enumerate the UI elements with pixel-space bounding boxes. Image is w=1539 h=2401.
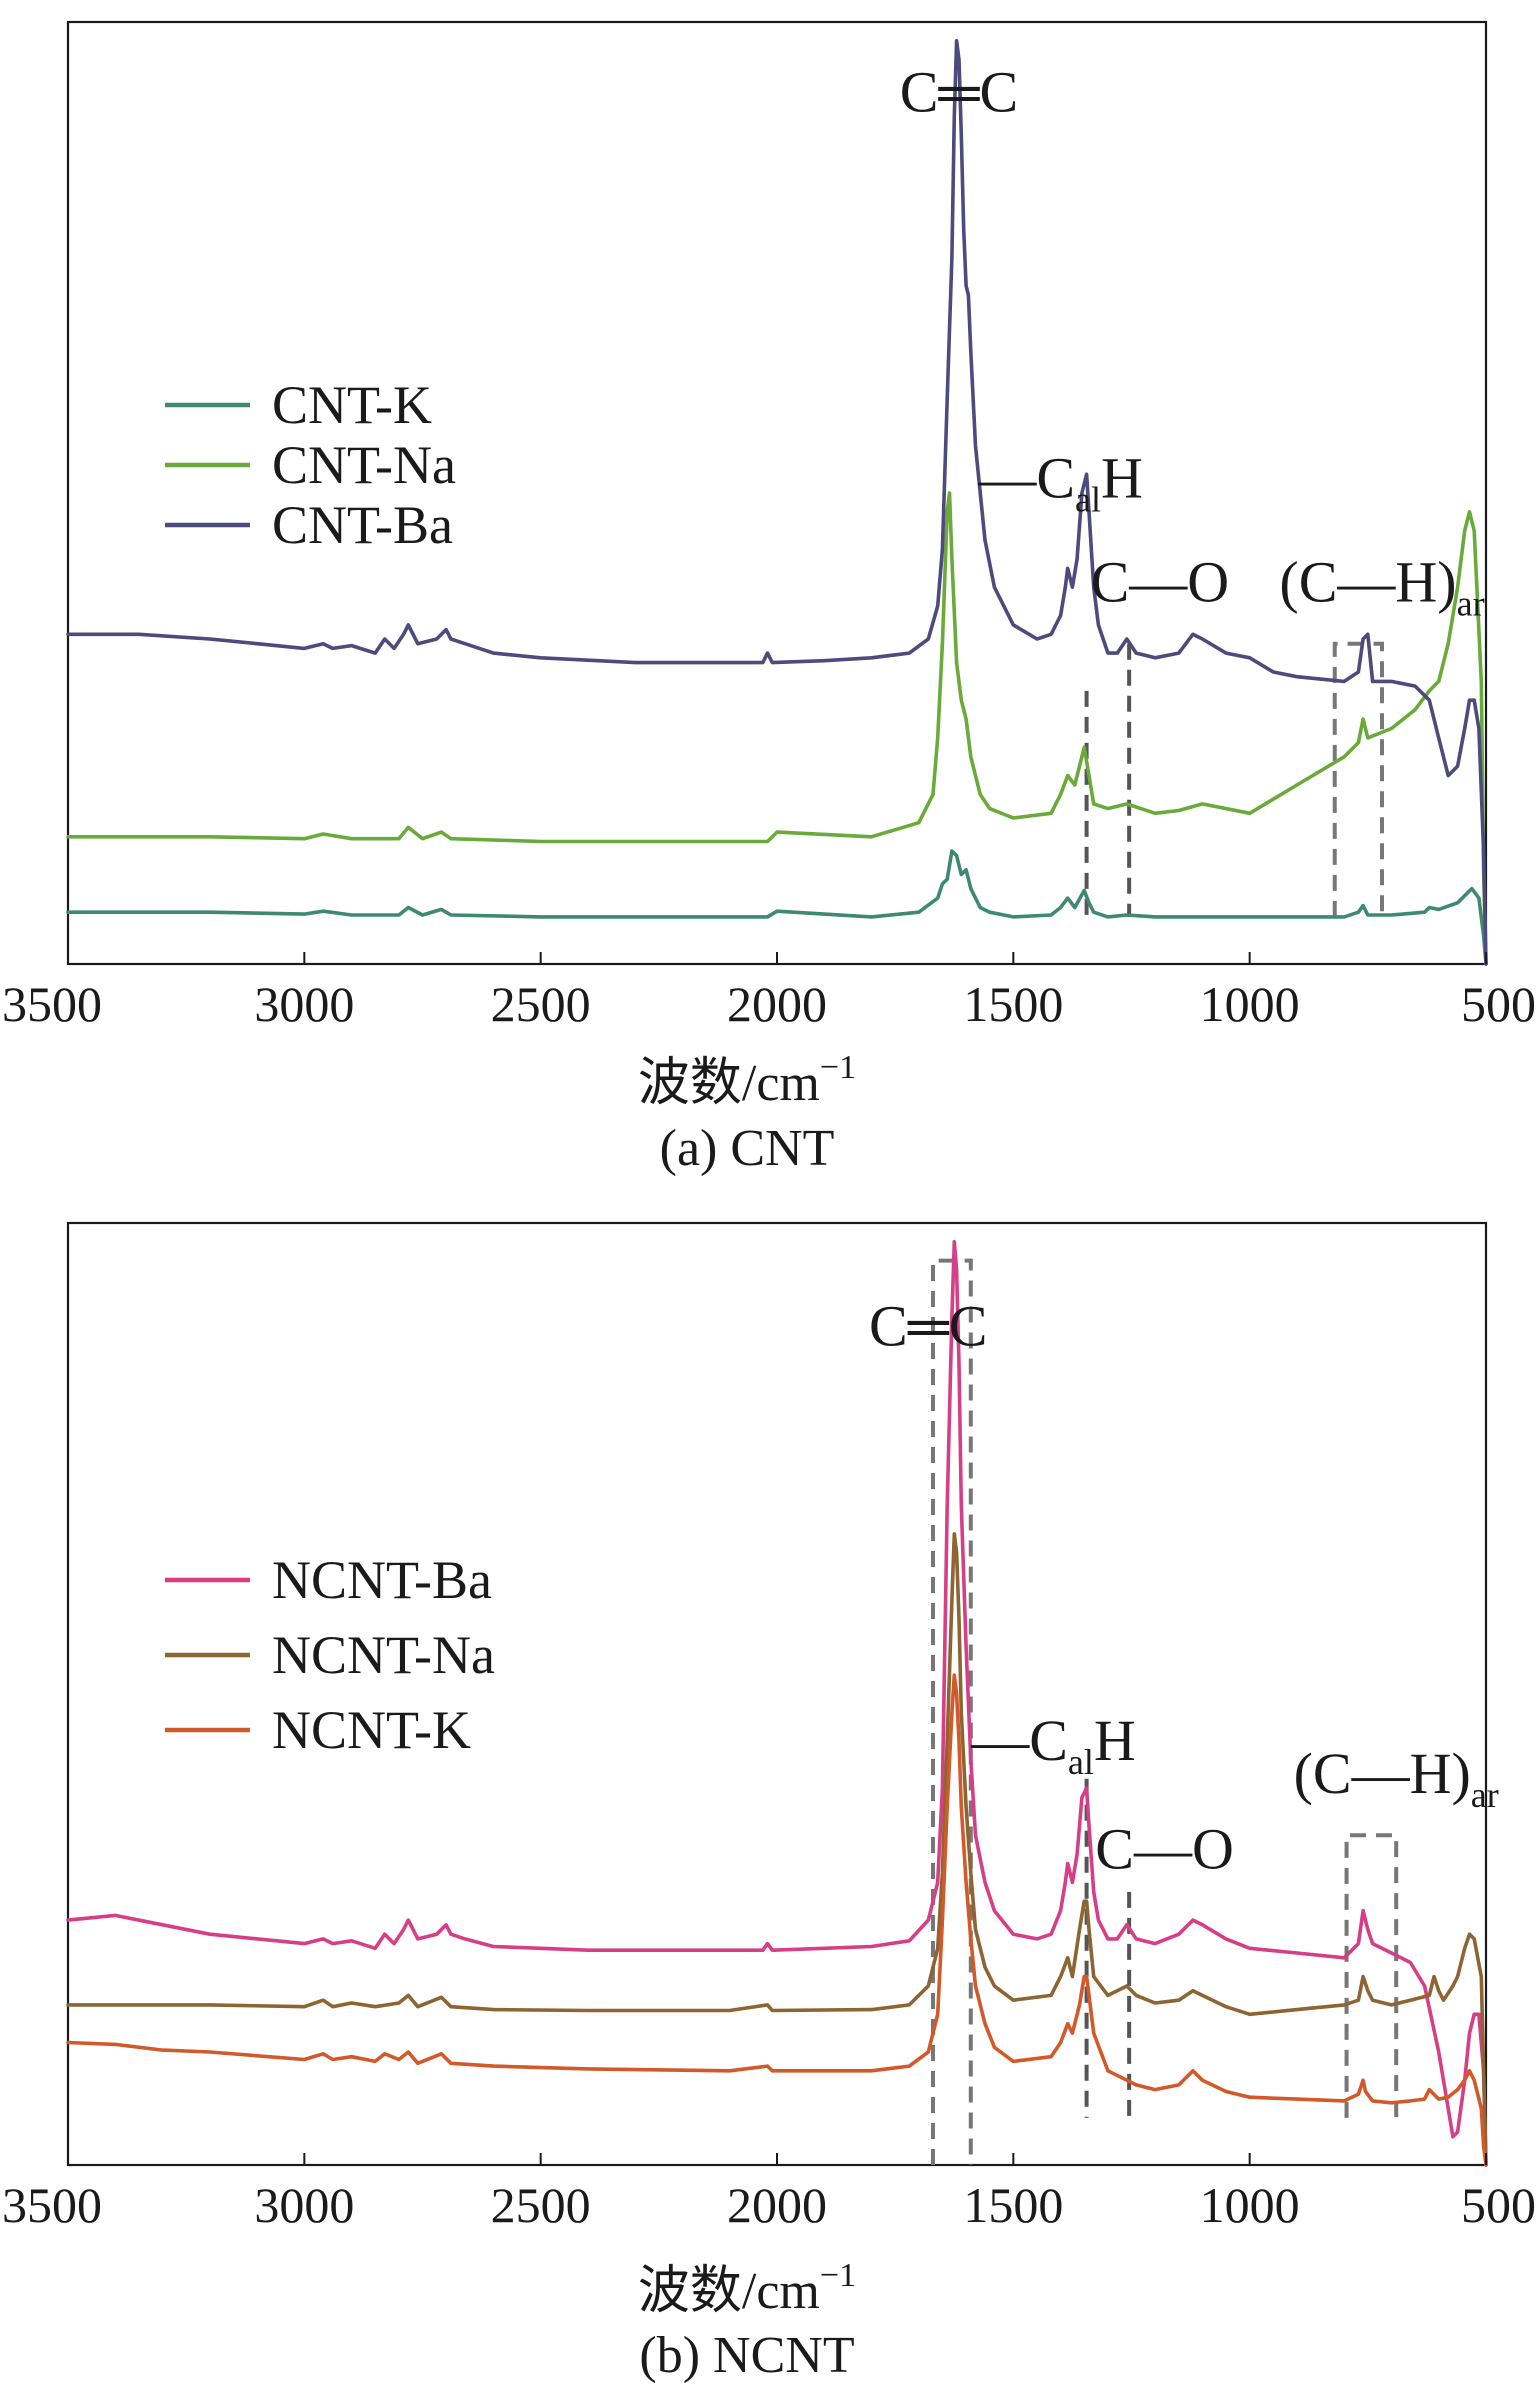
x-tick-label: 2500 (491, 976, 591, 1032)
annotation-tail: H (1101, 446, 1143, 511)
panel-caption: (b) NCNT (639, 2327, 854, 2384)
annotation-tail: H (1094, 1708, 1136, 1773)
x-tick-label: 1500 (963, 976, 1063, 1032)
annotation-text: —C (970, 1708, 1068, 1773)
x-tick-label: 2500 (491, 2177, 591, 2233)
annotation-cc: C═C (869, 1293, 987, 1358)
guide-box-ch (1344, 1833, 1399, 2118)
x-axis-label: 波数/cm−1 (638, 1049, 856, 1112)
legend-label-ncnt-na: NCNT-Na (272, 1625, 495, 1685)
x-tick-label: 500 (1461, 976, 1536, 1032)
x-tick-label: 3000 (254, 976, 354, 1032)
annotation-text: (C—H) (1279, 549, 1456, 614)
annotation-text: (C—H) (1294, 1741, 1471, 1806)
x-tick-label: 500 (1461, 2177, 1536, 2233)
chart-panel-a: 3500 3000 2500 2000 1500 1000 500 波数/cm−1 (a) CN… (2, 20, 1536, 1177)
legend-label-ncnt-ba: NCNT-Ba (272, 1550, 492, 1610)
series-line-cnt-ba (66, 39, 1488, 966)
chart-panel-b: 3500 3000 2500 2000 1500 1000 500 波数/cm−1 (b) NC… (2, 1221, 1536, 2384)
x-tick-label: 3500 (2, 2177, 102, 2233)
annotation-co: C—O (1091, 549, 1230, 614)
x-axis-label-sup: −1 (820, 2257, 856, 2294)
x-axis-label-text: 波数/cm (638, 2263, 820, 2320)
annotation-text: C═C (869, 1293, 987, 1358)
series-line-ncnt-na (66, 1532, 1488, 2167)
annotation-subscript: al (1068, 1742, 1094, 1782)
panel-caption: (a) CNT (660, 1120, 835, 1177)
x-tick-label: 1000 (1200, 2177, 1300, 2233)
annotation-co: C—O (1095, 1816, 1234, 1881)
annotation-calh: —CalH (977, 446, 1143, 520)
x-tick-label: 1000 (1200, 976, 1300, 1032)
x-tick-label: 3500 (2, 976, 102, 1032)
annotation-ch: (C—H)ar (1294, 1741, 1499, 1815)
legend-label-cnt-ba: CNT-Ba (272, 495, 453, 555)
series-line-cnt-na (66, 491, 1488, 966)
x-tick-label: 2000 (727, 2177, 827, 2233)
annotation-text: C—O (1091, 549, 1230, 614)
series-line-cnt-k (66, 849, 1488, 966)
guide-box-ch (1332, 641, 1385, 917)
x-tick-label: 2000 (727, 976, 827, 1032)
x-axis-label-text: 波数/cm (638, 1055, 820, 1112)
series-line-ncnt-k (66, 1673, 1488, 2167)
series-line-ncnt-ba (66, 1240, 1488, 2167)
legend-label-ncnt-k: NCNT-K (272, 1700, 471, 1760)
annotation-text: C═C (900, 59, 1018, 124)
legend-label-cnt-k: CNT-K (272, 375, 432, 435)
x-axis-label-sup: −1 (820, 1049, 856, 1086)
x-tick-label: 1500 (963, 2177, 1063, 2233)
x-tick-label: 3000 (254, 2177, 354, 2233)
legend-label-cnt-na: CNT-Na (272, 435, 456, 495)
guide-box-cc (930, 1258, 973, 2165)
annotation-text: C—O (1095, 1816, 1234, 1881)
annotation-calh: —CalH (970, 1708, 1136, 1782)
annotation-text: —C (977, 446, 1075, 511)
annotation-subscript: al (1075, 480, 1101, 520)
annotation-cc: C═C (900, 59, 1018, 124)
x-axis-label: 波数/cm−1 (638, 2257, 856, 2320)
annotation-ch: (C—H)ar (1279, 549, 1484, 623)
annotation-subscript: ar (1457, 583, 1485, 623)
annotation-subscript: ar (1471, 1775, 1499, 1815)
